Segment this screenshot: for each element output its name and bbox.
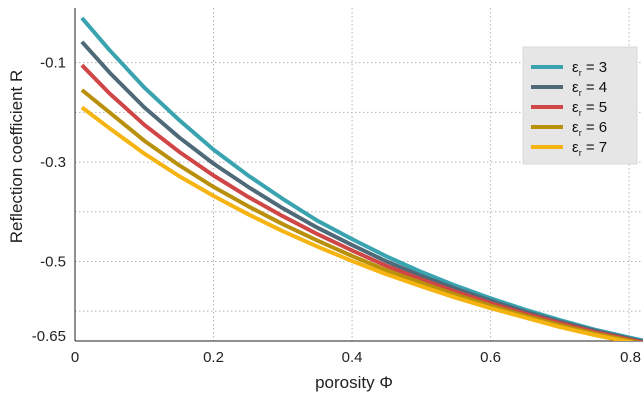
x-tick-label: 0.8 (620, 349, 641, 366)
legend-item: εr = 4 (531, 79, 607, 98)
legend: εr = 3εr = 4εr = 5εr = 6εr = 7 (522, 46, 638, 165)
y-tick-label: -0.1 (40, 55, 66, 72)
x-tick-label: 0 (71, 349, 79, 366)
tick-labels: 0 0.2 0.4 0.6 0.8 -0.1 -0.3 -0.5 -0.65 (32, 55, 641, 366)
y-tick-label: -0.3 (40, 154, 66, 171)
y-axis-label: Reflection coefficient R (7, 70, 26, 244)
series-lines (80, 16, 643, 341)
legend-label: εr = 3 (572, 59, 607, 78)
legend-label: εr = 7 (572, 139, 607, 158)
series-line-5 (80, 105, 634, 341)
y-tick-label: -0.5 (40, 253, 66, 270)
legend-item: εr = 7 (531, 139, 607, 158)
legend-label: εr = 5 (572, 99, 607, 118)
x-axis-label: porosity Φ (315, 373, 393, 392)
x-tick-label: 0.2 (203, 349, 224, 366)
x-tick-label: 0.4 (342, 349, 363, 366)
axes (74, 8, 643, 342)
legend-item: εr = 6 (531, 119, 607, 138)
y-tick-label: -0.65 (32, 328, 66, 345)
legend-label: εr = 6 (572, 119, 607, 138)
legend-item: εr = 3 (531, 59, 607, 78)
legend-label: εr = 4 (572, 79, 607, 98)
legend-item: εr = 5 (531, 99, 607, 118)
x-tick-label: 0.6 (480, 349, 501, 366)
